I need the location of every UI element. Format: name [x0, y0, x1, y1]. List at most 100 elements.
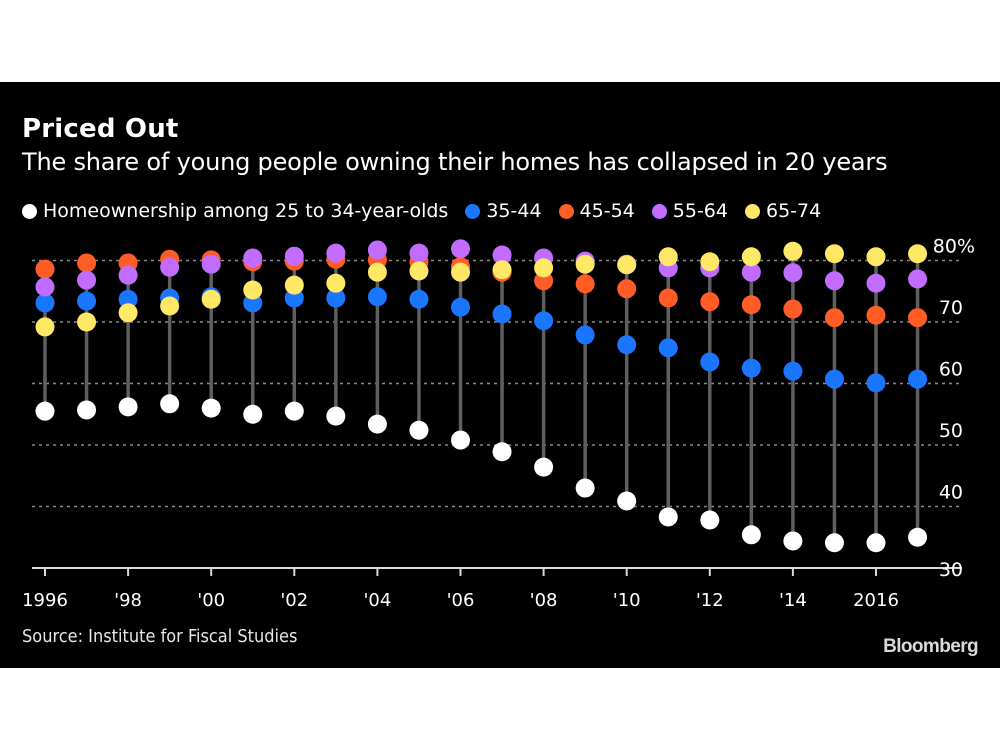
point-55-64-1997 [77, 270, 97, 290]
point-25-34-2009 [575, 478, 595, 498]
legend-item-35-44: 35-44 [465, 200, 542, 222]
chart-subtitle: The share of young people owning their h… [22, 148, 888, 176]
point-25-34-2007 [492, 442, 512, 462]
point-25-34-1997 [77, 400, 97, 420]
point-65-74-2011 [658, 247, 678, 267]
point-35-44-2004 [367, 287, 387, 307]
point-45-54-2012 [700, 292, 720, 312]
x-tick-label-1996: 1996 [22, 590, 68, 611]
x-tick-label-2014: '14 [779, 590, 807, 611]
point-35-44-1996 [35, 293, 55, 313]
point-35-44-2009 [575, 325, 595, 345]
x-tick-label-2008: '08 [530, 590, 558, 611]
x-tick-label-2002: '02 [280, 590, 308, 611]
point-25-34-2000 [201, 398, 221, 418]
x-tick-label-2016: 2016 [853, 590, 899, 611]
chart-title: Priced Out [22, 114, 179, 144]
point-35-44-2011 [658, 338, 678, 358]
y-tick-label-30: 30 [939, 559, 963, 581]
point-25-34-2002 [284, 401, 304, 421]
legend-swatch-25-34 [22, 203, 37, 219]
point-55-64-2002 [284, 246, 304, 266]
point-65-74-2005 [409, 261, 429, 281]
point-25-34-1999 [160, 394, 180, 414]
point-55-64-2001 [243, 248, 263, 268]
point-45-54-2010 [617, 279, 637, 299]
point-65-74-2002 [284, 275, 304, 295]
point-55-64-1998 [118, 265, 138, 285]
point-35-44-2017 [908, 369, 928, 389]
point-55-64-2000 [201, 254, 221, 274]
point-35-44-2008 [534, 311, 554, 331]
legend-label-45-54: 45-54 [579, 200, 635, 222]
point-25-34-2005 [409, 420, 429, 440]
x-tick-label-2004: '04 [363, 590, 391, 611]
point-45-54-1997 [77, 253, 97, 273]
legend-swatch-65-74 [744, 203, 760, 219]
legend: Homeownership among 25 to 34-year-olds 3… [22, 200, 838, 222]
point-45-54-2013 [741, 295, 761, 315]
point-55-64-1996 [35, 277, 55, 297]
point-35-44-2010 [617, 335, 637, 355]
point-65-74-2000 [201, 289, 221, 309]
point-45-54-2016 [866, 305, 886, 325]
point-65-74-1997 [77, 312, 97, 332]
point-35-44-2005 [409, 289, 429, 309]
point-35-44-2003 [326, 288, 346, 308]
legend-item-25-34: Homeownership among 25 to 34-year-olds [22, 200, 448, 222]
point-65-74-2017 [908, 244, 928, 264]
chart-canvas: 1996 '98 '00 '02 '04 '06 '08 '10 '12 '14 2016 30 40… [22, 236, 975, 612]
legend-swatch-45-54 [558, 203, 574, 219]
y-tick-label-60: 60 [939, 359, 963, 381]
point-25-34-2014 [783, 531, 803, 551]
point-65-74-2013 [741, 247, 761, 267]
point-25-34-2004 [367, 414, 387, 434]
point-35-44-2006 [451, 297, 470, 317]
x-axis: 1996 '98 '00 '02 '04 '06 '08 '10 '12 '14 2016 [22, 567, 962, 611]
x-tick-label-2010: '10 [613, 590, 641, 611]
point-65-74-2003 [326, 273, 346, 293]
point-65-74-2007 [492, 260, 512, 280]
point-55-64-2003 [326, 243, 346, 263]
point-35-44-2007 [492, 304, 512, 324]
point-65-74-2016 [866, 247, 886, 267]
point-55-64-1999 [160, 257, 180, 277]
y-tick-label-80: 80% [933, 236, 975, 258]
data-points [35, 239, 928, 553]
point-65-74-2008 [534, 258, 554, 278]
y-tick-label-50: 50 [939, 420, 963, 442]
point-35-44-2015 [824, 369, 844, 389]
point-25-34-2015 [824, 533, 844, 553]
point-45-54-1996 [35, 259, 55, 279]
x-tick-label-2012: '12 [696, 590, 724, 611]
x-tick-label-2006: '06 [447, 590, 475, 611]
point-25-34-2016 [866, 533, 886, 553]
point-45-54-2014 [783, 299, 803, 319]
legend-item-55-64: 55-64 [651, 200, 728, 222]
point-35-44-2016 [866, 373, 886, 393]
x-tick-label-1998: '98 [114, 590, 142, 611]
point-65-74-2014 [783, 241, 803, 261]
point-25-34-1998 [118, 397, 138, 417]
point-65-74-2010 [617, 255, 637, 275]
legend-label-35-44: 35-44 [486, 200, 542, 222]
legend-item-45-54: 45-54 [558, 200, 635, 222]
point-25-34-2017 [908, 527, 928, 547]
point-55-64-2013 [741, 262, 761, 282]
point-25-34-1996 [35, 401, 55, 421]
point-25-34-2001 [243, 404, 263, 424]
point-55-64-2014 [783, 263, 803, 283]
point-65-74-1999 [160, 296, 180, 316]
point-65-74-1996 [35, 317, 55, 337]
point-45-54-2009 [575, 274, 595, 294]
point-25-34-2006 [451, 430, 470, 450]
legend-swatch-55-64 [651, 203, 667, 219]
point-65-74-2006 [451, 262, 470, 282]
point-65-74-2012 [700, 252, 720, 272]
point-45-54-2011 [658, 288, 678, 308]
point-65-74-2004 [367, 262, 387, 282]
point-45-54-2015 [824, 308, 844, 328]
legend-label-65-74: 65-74 [765, 200, 822, 222]
point-35-44-2013 [741, 358, 761, 378]
point-65-74-2015 [824, 244, 844, 264]
